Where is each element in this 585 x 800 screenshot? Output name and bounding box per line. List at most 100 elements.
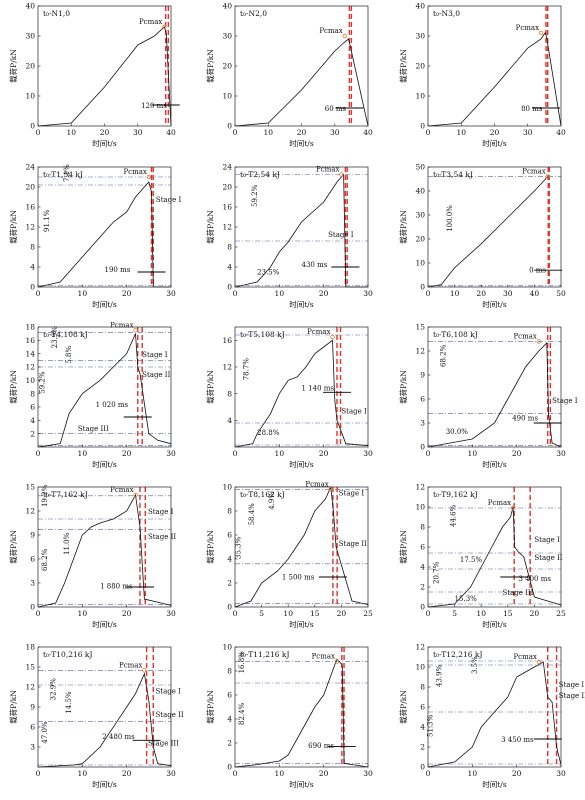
y-axis-label: 载荷P/kN — [8, 530, 18, 564]
load-curve — [234, 339, 369, 448]
x-tick-label: 20 — [512, 449, 522, 458]
y-tick-label: 8 — [227, 507, 232, 516]
peak-marker — [538, 30, 544, 36]
x-tick-label: 15 — [503, 609, 513, 618]
y-tick-label: 40 — [25, 2, 35, 11]
annotation: 16.8% — [238, 651, 246, 674]
x-tick-label: 10 — [275, 769, 285, 778]
y-tick-label: 20 — [415, 235, 425, 244]
panel-label: t₀-T5,108 kJ — [240, 330, 285, 339]
peak-label: Pcmax — [513, 653, 536, 661]
y-tick-label: 16 — [222, 336, 232, 345]
annotation: 15.3% — [455, 595, 478, 603]
annotation: Stage III — [78, 425, 109, 433]
y-tick-label: 0 — [227, 603, 232, 612]
panel-label: t₀-T3,54 kJ — [433, 170, 473, 179]
annotation: Stage I — [328, 231, 354, 239]
x-tick-label: 10 — [78, 449, 88, 458]
y-tick-label: 12 — [415, 347, 425, 356]
annotation: 43.9% — [435, 664, 443, 687]
annotation: 35.3% — [234, 536, 242, 559]
annotation: 17.5% — [460, 556, 483, 564]
panel-3: 0 10 20 30 40 0 10 20 30 40 时间t/s 载荷P/kN t₀-N3,0 Pcma… — [398, 2, 566, 148]
y-axis-label: 载荷P/kN — [398, 690, 408, 724]
panel-label: t₀-T11,216 kJ — [240, 650, 289, 659]
plot-frame — [427, 166, 562, 288]
x-tick-label: 40 — [556, 128, 566, 137]
x-tick-label: 0 — [426, 769, 431, 778]
y-tick-label: 10 — [415, 663, 425, 672]
panel-6: 0 10 20 30 40 50 0 10 20 30 40 50 时间t/s 载荷P/kN t₀-T3,5… — [398, 163, 566, 309]
y-tick-label: 9 — [420, 371, 425, 380]
y-tick-label: 9 — [30, 703, 35, 712]
y-tick-label: 6 — [420, 703, 425, 712]
annotation: 23.5% — [257, 269, 280, 277]
annotation: Stage I — [552, 397, 578, 405]
x-tick-label: 20 — [319, 449, 329, 458]
y-tick-label: 14 — [25, 349, 35, 358]
peak-marker — [133, 492, 138, 498]
panel-12: 0 5 10 15 20 25 0 2 4 6 8 10 12 时间t/s 载荷P/kN t₀-T9,162 … — [398, 483, 566, 629]
x-axis-label: 时间t/s — [482, 299, 507, 309]
peak-marker — [545, 174, 550, 179]
annotation: 91.1% — [43, 209, 51, 232]
y-tick-label: 30 — [415, 32, 425, 41]
annotation: Stage I — [559, 681, 585, 689]
annotation: Stage II — [534, 554, 562, 562]
x-tick-label: 10 — [275, 449, 285, 458]
load-curve — [234, 38, 369, 127]
x-tick-label: 40 — [363, 128, 373, 137]
y-tick-label: 20 — [222, 62, 232, 71]
peak-label: Pcmax — [513, 332, 536, 340]
x-tick-label: 10 — [263, 128, 273, 137]
y-tick-label: 2 — [420, 583, 425, 592]
x-tick-label: 30 — [166, 769, 176, 778]
peak-marker — [133, 328, 138, 333]
x-tick-label: 0 — [36, 128, 41, 137]
y-tick-label: 10 — [222, 483, 232, 492]
peak-marker — [339, 172, 344, 177]
peak-label: Pcmax — [316, 166, 339, 174]
annotation: Stage II — [148, 533, 176, 541]
y-axis-label: 载荷P/kN — [398, 530, 408, 564]
panel-label: t₀-T4,108 kJ — [43, 330, 88, 339]
panel-label: t₀-T9,162 kJ — [433, 490, 478, 499]
y-tick-label: 12 — [25, 683, 35, 692]
x-tick-label: 10 — [468, 769, 478, 778]
y-tick-label: 10 — [25, 92, 35, 101]
panel-label: t₀-T12,216 kJ — [433, 650, 482, 659]
y-tick-label: 40 — [222, 2, 232, 11]
x-axis-label: 时间t/s — [289, 138, 314, 148]
x-tick-label: 0 — [426, 609, 431, 618]
y-tick-label: 10 — [415, 503, 425, 512]
annotation: 100.0% — [446, 205, 454, 232]
y-tick-label: 6 — [30, 403, 35, 412]
x-tick-label: 40 — [530, 289, 540, 298]
annotation: 51.3% — [426, 714, 434, 737]
y-axis-label: 载荷P/kN — [398, 370, 408, 404]
annotation: 690 ms — [308, 742, 334, 750]
plot-frame — [234, 326, 369, 448]
x-tick-label: 15 — [310, 609, 320, 618]
peak-marker — [330, 334, 335, 340]
annotation: 2 480 ms — [102, 733, 135, 741]
y-tick-label: 3 — [30, 579, 35, 588]
peak-label: Pcmax — [110, 321, 133, 329]
panel-label: t₀-T8,162 kJ — [240, 490, 285, 499]
peak-label: Pcmax — [110, 486, 133, 494]
annotation: 68.2% — [41, 548, 49, 571]
x-tick-label: 30 — [166, 449, 176, 458]
load-curve — [234, 658, 369, 768]
peak-marker — [342, 33, 347, 39]
x-axis-label: 时间t/s — [482, 619, 507, 629]
plot-frame — [234, 486, 369, 608]
y-axis-label: 载荷P/kN — [205, 49, 215, 83]
y-tick-label: 0 — [227, 763, 232, 772]
annotation: 5.8% — [65, 346, 73, 364]
panel-label: t₀-N1,0 — [43, 9, 70, 18]
peak-marker — [334, 659, 340, 664]
y-tick-label: 24 — [222, 163, 232, 172]
panel-13: 0 10 20 30 3 6 9 12 15 18 时间t/s 载荷P/kN t₀-T10,216 kJ… — [8, 643, 184, 789]
panel-7: 0 10 20 30 2 4 6 8 10 12 14 16 18 时间t/s 载荷P/kN t₀-T4,10… — [8, 321, 176, 469]
